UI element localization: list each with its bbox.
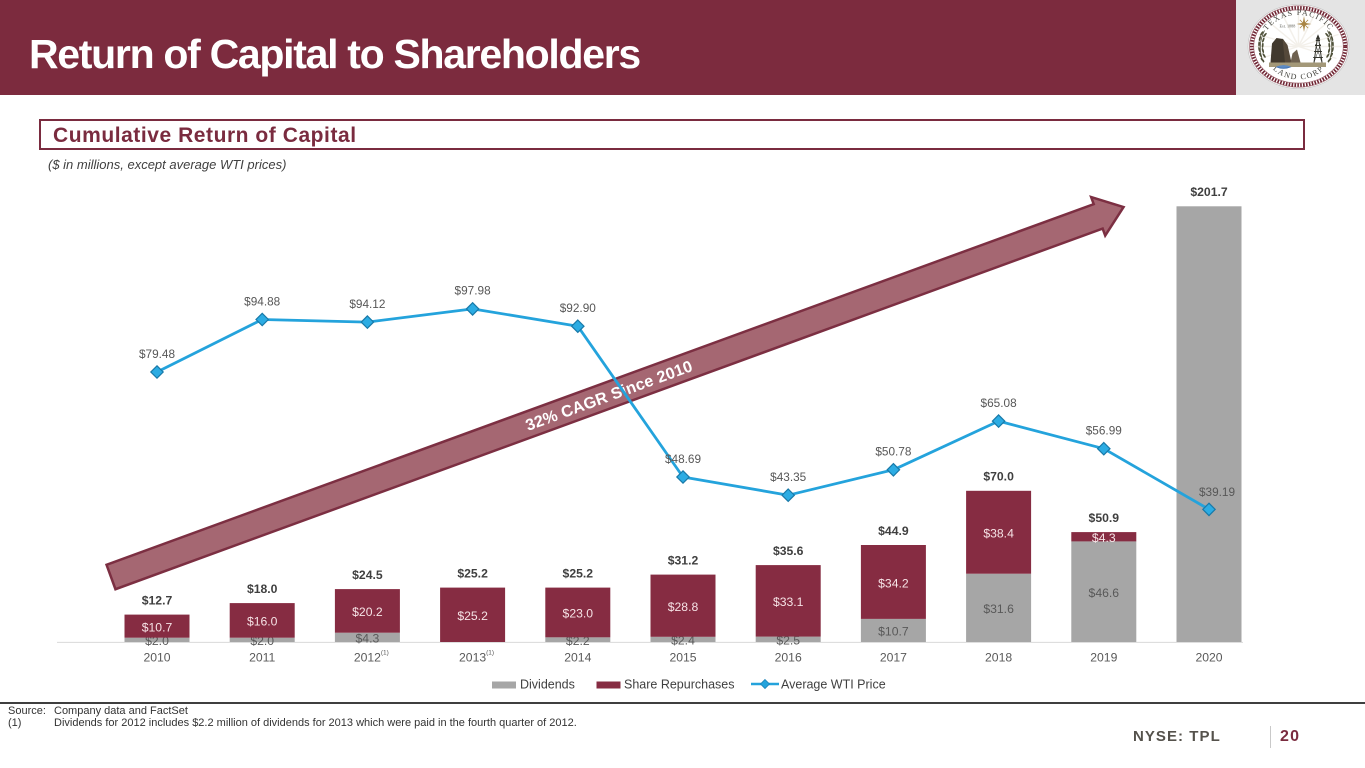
svg-text:$2.4: $2.4: [671, 634, 695, 648]
svg-text:2013: 2013: [459, 650, 486, 664]
svg-text:2018: 2018: [985, 650, 1012, 664]
svg-text:$18.0: $18.0: [247, 582, 278, 596]
svg-text:2011: 2011: [249, 650, 275, 664]
svg-text:(1): (1): [381, 650, 389, 657]
svg-text:$44.9: $44.9: [878, 524, 909, 538]
svg-text:$70.0: $70.0: [983, 470, 1014, 484]
svg-text:$43.35: $43.35: [770, 470, 807, 484]
svg-text:$28.8: $28.8: [668, 600, 699, 614]
svg-text:2020: 2020: [1195, 650, 1222, 664]
svg-text:$2.2: $2.2: [566, 634, 590, 648]
svg-text:(1): (1): [486, 650, 494, 657]
svg-text:2017: 2017: [880, 650, 907, 664]
svg-text:$35.6: $35.6: [773, 544, 804, 558]
svg-text:$24.5: $24.5: [352, 568, 383, 582]
svg-text:$79.48: $79.48: [139, 347, 176, 361]
svg-text:2016: 2016: [775, 650, 802, 664]
svg-text:$25.2: $25.2: [457, 609, 488, 623]
svg-text:$94.88: $94.88: [244, 294, 281, 308]
svg-text:Dividends: Dividends: [520, 678, 575, 692]
svg-text:$25.2: $25.2: [563, 566, 594, 580]
svg-text:$23.0: $23.0: [563, 607, 594, 621]
svg-text:$33.1: $33.1: [773, 595, 804, 609]
svg-text:$25.2: $25.2: [457, 566, 488, 580]
svg-text:2010: 2010: [143, 650, 170, 664]
svg-text:$31.2: $31.2: [668, 553, 699, 567]
svg-text:$31.6: $31.6: [983, 602, 1014, 616]
svg-text:2015: 2015: [669, 650, 696, 664]
svg-text:Share Repurchases: Share Repurchases: [624, 678, 734, 692]
svg-text:$4.3: $4.3: [1092, 531, 1116, 545]
svg-text:$94.12: $94.12: [349, 297, 385, 311]
svg-text:2019: 2019: [1090, 650, 1117, 664]
svg-text:$97.98: $97.98: [455, 284, 492, 298]
svg-text:$20.2: $20.2: [352, 605, 383, 619]
svg-text:2014: 2014: [564, 650, 591, 664]
svg-text:Average WTI Price: Average WTI Price: [781, 678, 886, 692]
svg-text:$50.9: $50.9: [1089, 511, 1120, 525]
svg-text:$56.99: $56.99: [1086, 424, 1122, 438]
svg-text:$46.6: $46.6: [1089, 586, 1120, 600]
svg-text:$201.7: $201.7: [1190, 185, 1227, 199]
svg-text:$12.7: $12.7: [142, 593, 173, 607]
svg-text:$50.78: $50.78: [875, 445, 912, 459]
svg-text:Est. 1888: Est. 1888: [1280, 24, 1296, 29]
svg-text:$16.0: $16.0: [247, 615, 278, 629]
svg-text:$34.2: $34.2: [878, 576, 909, 590]
svg-text:$10.7: $10.7: [878, 625, 909, 639]
svg-text:$65.08: $65.08: [981, 396, 1018, 410]
svg-text:$48.69: $48.69: [665, 452, 701, 466]
svg-text:$39.19: $39.19: [1199, 485, 1235, 499]
svg-text:$38.4: $38.4: [983, 527, 1014, 541]
svg-text:2012: 2012: [354, 650, 381, 664]
svg-text:$4.3: $4.3: [356, 632, 380, 646]
svg-text:$2.5: $2.5: [776, 634, 800, 648]
svg-text:$10.7: $10.7: [142, 620, 173, 634]
svg-text:$92.90: $92.90: [560, 301, 597, 315]
